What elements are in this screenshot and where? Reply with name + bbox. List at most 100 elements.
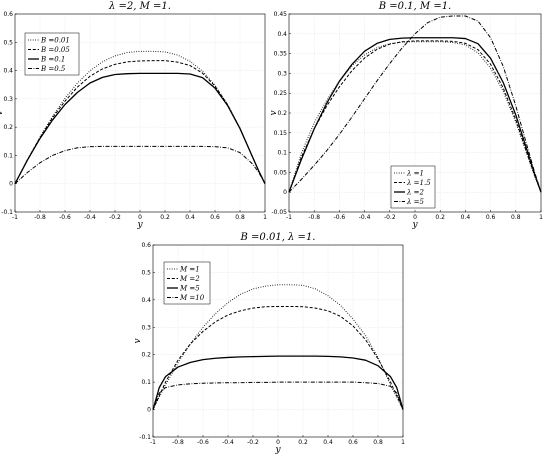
legend: M =1M =2 M =5M =10 [163, 261, 211, 305]
legend: λ =1λ =1.5 λ =2λ =5 [390, 165, 436, 209]
x-axis-label: y [274, 445, 281, 455]
x-tick-label: -0.6 [197, 439, 209, 446]
legend-entry-label: λ =1 [406, 170, 424, 178]
y-tick-label: 0.4 [3, 68, 13, 75]
x-axis-label: y [136, 220, 143, 230]
x-tick-label: 1 [539, 214, 543, 221]
x-tick-label: -0.2 [247, 439, 259, 446]
y-tick-label: 0.4 [141, 297, 151, 304]
series-line-2 [152, 305, 404, 410]
y-tick-label: 0.35 [274, 51, 288, 58]
legend-entry-label: B =0.5 [40, 65, 66, 73]
x-tick-label: 1 [401, 439, 405, 446]
legend-entry-label: M =2 [179, 275, 200, 283]
y-tick-label: 0.4 [277, 31, 287, 38]
y-tick-label: 0.45 [274, 11, 288, 18]
series-line-3 [288, 37, 542, 193]
y-tick-label: 0 [283, 189, 287, 196]
chart-panel-b001-lambda1: -1 -0.8 -0.6 -0.4 -0.2 0 0.2 0.4 0.6 0.8 1 -0.1 0 0.1… [133, 232, 405, 455]
chart-panel-lambda2-m1: -1 -0.8 -0.6 -0.4 -0.2 0 0.2 0.4 0.6 0.8 1 -0.1 0 0.1… [0, 1, 267, 230]
y-tick-label: 0.3 [141, 324, 151, 331]
x-tick-label: -1 [150, 439, 156, 446]
y-tick-label: 0.3 [277, 70, 287, 77]
y-tick-label: -0.1 [139, 434, 151, 441]
x-tick-label: 0.4 [185, 214, 195, 221]
x-tick-label: 0.8 [373, 439, 383, 446]
x-tick-label: -0.4 [359, 214, 371, 221]
x-tick-label: -0.8 [172, 439, 184, 446]
y-tick-label: 0.5 [3, 39, 13, 46]
x-tick-label: 0.8 [511, 214, 521, 221]
y-tick-label: 0.1 [141, 379, 151, 386]
legend-box [163, 261, 211, 305]
legend-entry-label: M =5 [179, 285, 200, 293]
chart-title: B =0.1, M =1. [378, 1, 452, 12]
legend-box [390, 165, 436, 209]
legend-entry-label: M =1 [179, 266, 200, 274]
x-tick-label: -1 [286, 214, 292, 221]
y-tick-label: 0.2 [141, 352, 151, 359]
legend-entry-label: λ =2 [406, 189, 425, 197]
y-tick-label: -0.05 [271, 209, 287, 216]
x-tick-label: 0.2 [435, 214, 445, 221]
y-tick-label: 0.6 [3, 11, 13, 18]
x-tick-label: -0.8 [308, 214, 320, 221]
y-tick-label: 0.2 [3, 124, 13, 131]
series-line-1 [288, 41, 542, 193]
x-tick-label: -0.2 [384, 214, 396, 221]
series-line-3 [152, 355, 404, 410]
x-tick-label: -0.6 [59, 214, 71, 221]
x-tick-label: 0.8 [235, 214, 245, 221]
series-line-4 [288, 15, 542, 193]
x-tick-label: 0 [276, 439, 280, 446]
legend-entry-label: B =0.01 [40, 37, 70, 45]
y-tick-label: 0 [9, 181, 13, 188]
x-tick-label: -0.4 [222, 439, 234, 446]
chart-panel-b01-m1: -1 -0.8 -0.6 -0.4 -0.2 0 0.2 0.4 0.6 0.8 1 -0.05 0 0.… [269, 1, 543, 230]
y-axis-label: v [0, 110, 5, 115]
y-tick-label: 0.1 [277, 150, 287, 157]
y-tick-label: 0 [147, 407, 151, 414]
y-tick-label: 0.1 [3, 152, 13, 159]
series-line-1 [14, 50, 266, 184]
y-axis-label: v [133, 338, 143, 343]
legend-entry-label: M =10 [179, 294, 205, 302]
x-tick-label: -0.8 [34, 214, 46, 221]
x-tick-label: -0.4 [84, 214, 96, 221]
legend-entry-label: λ =1.5 [406, 179, 431, 187]
legend: B =0.01B =0.05 B =0.1B =0.5 [24, 32, 80, 76]
x-tick-label: -0.6 [334, 214, 346, 221]
y-tick-label: -0.1 [1, 209, 13, 216]
x-tick-label: 0 [138, 214, 142, 221]
y-tick-label: 0.2 [277, 110, 287, 117]
legend-entry-label: B =0.1 [40, 56, 65, 64]
x-tick-label: 0.6 [348, 439, 358, 446]
x-tick-label: 1 [263, 214, 267, 221]
x-tick-label: -1 [12, 214, 18, 221]
x-tick-label: 0.4 [323, 439, 333, 446]
x-tick-label: 0.4 [461, 214, 471, 221]
y-tick-label: 0.05 [274, 169, 288, 176]
y-tick-label: 0.6 [141, 242, 151, 249]
legend-entry-label: B =0.05 [40, 46, 70, 54]
y-tick-label: 0.25 [274, 90, 288, 97]
x-axis-label: y [411, 220, 418, 230]
chart-title: B =0.01, λ =1. [240, 232, 316, 243]
y-axis-label: v [269, 110, 279, 115]
series-line-4 [14, 145, 266, 185]
x-tick-label: 0.2 [160, 214, 170, 221]
x-tick-label: 0 [413, 214, 417, 221]
series-line-3 [14, 72, 266, 185]
x-tick-label: 0.6 [486, 214, 496, 221]
series-line-2 [288, 40, 542, 193]
x-tick-label: -0.2 [109, 214, 121, 221]
legend-entry-label: λ =5 [406, 198, 425, 206]
x-tick-label: 0.6 [210, 214, 220, 221]
series-line-4 [152, 381, 404, 410]
chart-title: λ =2, M =1. [108, 1, 171, 12]
y-tick-label: 0.5 [141, 269, 151, 276]
y-tick-label: 0.15 [274, 130, 288, 137]
x-tick-label: 0.2 [298, 439, 308, 446]
y-tick-label: 0.3 [3, 96, 13, 103]
